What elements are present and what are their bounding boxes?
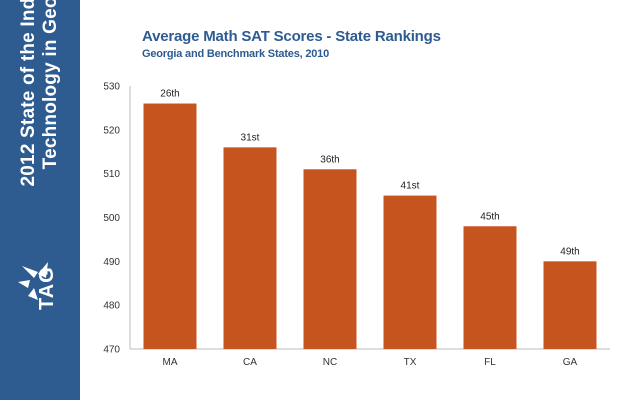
bar-data-label: 49th — [560, 246, 579, 257]
y-tick-label: 480 — [103, 301, 120, 312]
bar — [223, 147, 277, 349]
bar-data-label: 26th — [160, 89, 179, 100]
y-tick-label: 490 — [103, 257, 120, 268]
x-tick-label: NC — [323, 357, 337, 368]
y-tick-label: 520 — [103, 125, 120, 136]
bar-data-label: 31st — [241, 132, 260, 143]
y-tick-label: 470 — [103, 345, 120, 356]
bar — [463, 226, 517, 349]
bar — [383, 195, 437, 349]
bar — [303, 169, 357, 349]
bar-data-label: 45th — [480, 211, 499, 222]
chart-title: Average Math SAT Scores - State Rankings — [142, 28, 441, 45]
chart-subtitle: Georgia and Benchmark States, 2010 — [142, 48, 330, 60]
y-tick-label: 530 — [103, 82, 120, 93]
sidebar: 2012 State of the Industry: Technology i… — [0, 0, 80, 400]
bar-data-label: 41st — [401, 181, 420, 192]
bar — [543, 261, 597, 349]
x-tick-label: FL — [484, 357, 496, 368]
bar — [143, 103, 197, 350]
y-tick-label: 510 — [103, 169, 120, 180]
tag-logo-icon — [18, 262, 48, 300]
x-tick-label: CA — [243, 357, 257, 368]
bar-data-label: 36th — [320, 154, 339, 165]
x-tick-label: MA — [163, 357, 178, 368]
x-tick-label: GA — [563, 357, 578, 368]
y-tick-label: 500 — [103, 213, 120, 224]
x-tick-label: TX — [404, 357, 417, 368]
